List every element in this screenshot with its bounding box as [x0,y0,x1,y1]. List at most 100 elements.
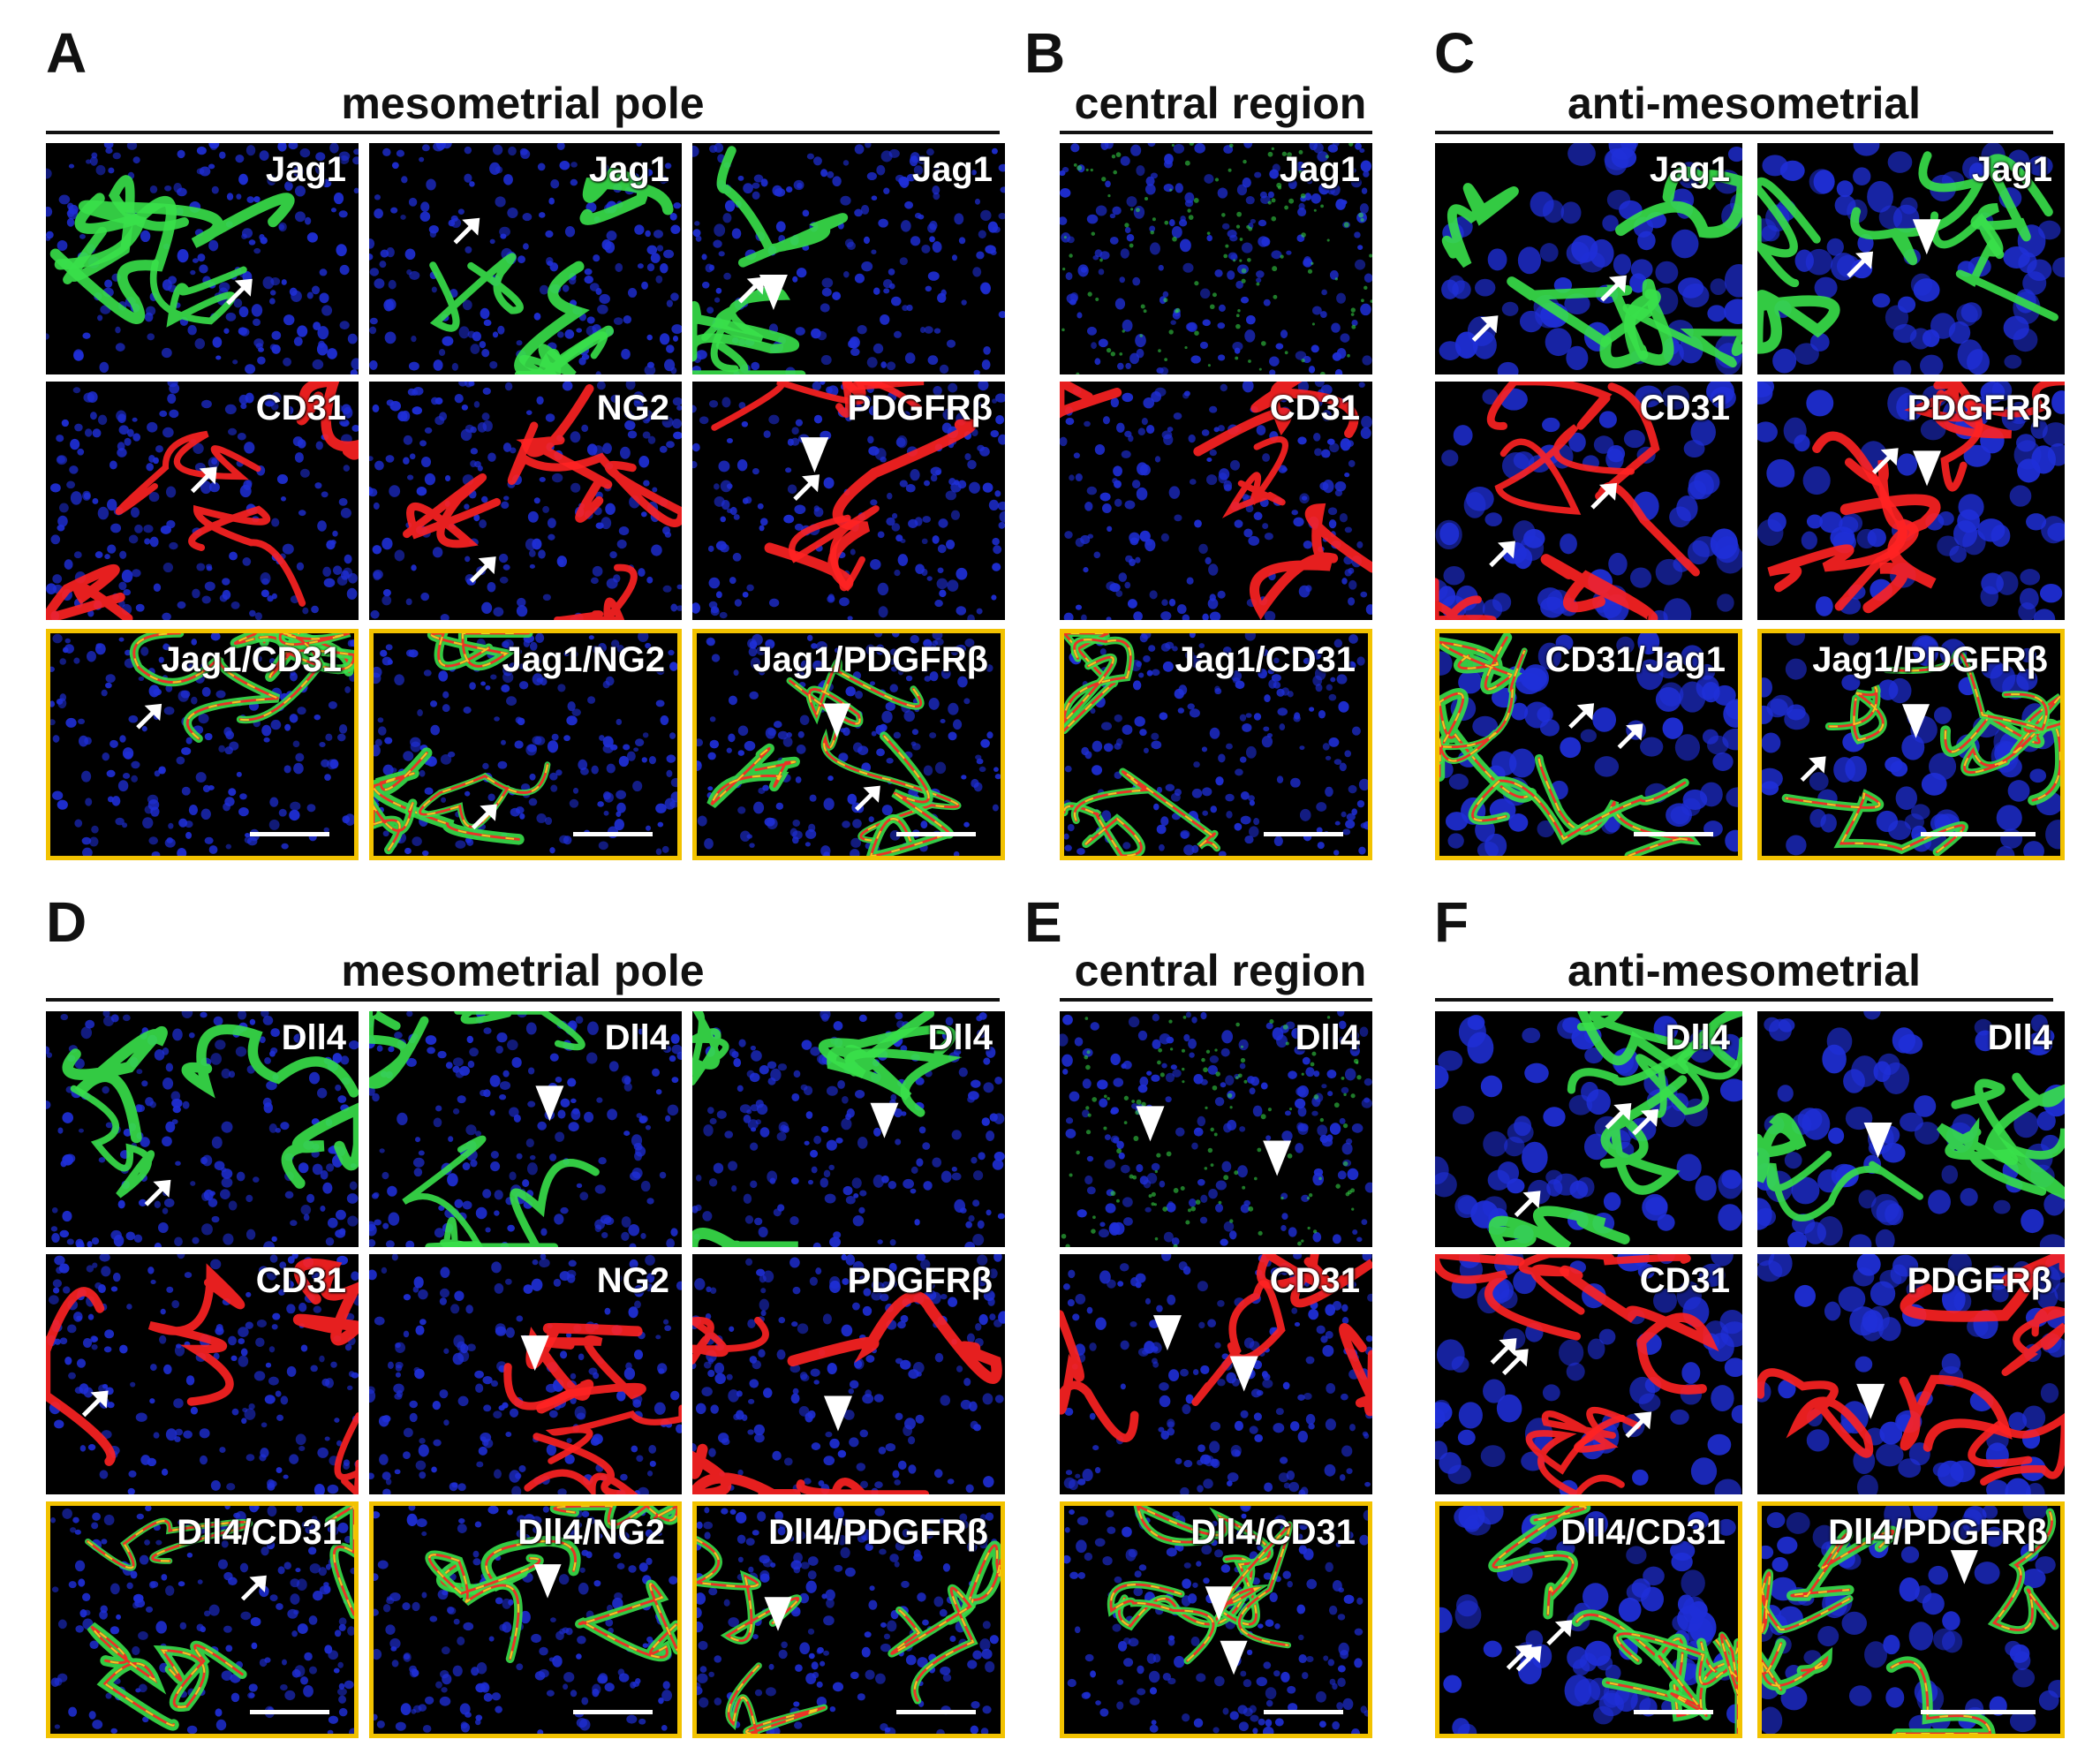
fluorescence-image [692,382,1005,620]
arrowhead-marker [800,437,829,473]
scale-bar [896,832,976,836]
arrow-marker [453,217,480,245]
micrograph-tile: Dll4 [1435,1011,1742,1247]
arrow-marker [136,703,162,730]
stain-label: CD31/Jag1 [1545,640,1726,679]
arrowhead-marker [533,1564,562,1599]
arrow-marker [1800,756,1826,783]
fluorescence-image [369,1254,682,1494]
fluorescence-image [46,1254,359,1494]
fluorescence-image [1757,1011,2065,1247]
fluorescence-image [374,1506,677,1734]
stain-label: NG2 [596,389,669,427]
arrow-marker [226,278,253,306]
arrowhead-marker [1950,1550,1978,1584]
stain-label: Jag1 [1279,150,1360,189]
panel-letter-c: C [1434,21,1476,85]
fluorescence-image [46,1011,359,1247]
scale-bar [573,1710,653,1714]
divider-f [1435,998,2053,1002]
micrograph-tile: Jag1 [692,143,1005,374]
stain-label: Dll4 [927,1018,993,1057]
stain-label: CD31 [255,389,346,427]
arrowhead-marker [1913,450,1942,487]
micrograph-tile: Jag1 [1435,143,1742,374]
micrograph-tile: Dll4 [46,1011,359,1247]
micrograph-tile: PDGFRβ [1757,382,2065,620]
arrow-marker [1632,1108,1658,1136]
arrowhead-marker [1901,704,1930,738]
micrograph-tile: CD31 [46,382,359,620]
arrow-marker [1847,251,1874,278]
arrowhead-marker [1205,1586,1233,1621]
arrowhead-marker [823,703,851,738]
scale-bar [573,832,653,836]
fluorescence-image [692,1254,1005,1494]
fluorescence-image [46,143,359,374]
divider-d [46,998,1000,1002]
stain-label: Jag1/PDGFRβ [1812,640,2048,679]
fluorescence-image [697,1506,1001,1734]
micrograph-tile: PDGFRβ [692,1254,1005,1494]
panel-letter-e: E [1024,890,1062,954]
fluorescence-image [1435,1254,1742,1494]
micrograph-tile: Dll4 [369,1011,682,1247]
fluorescence-image [1439,143,1742,374]
arrowhead-marker [1220,1640,1248,1675]
micrograph-tile: Jag1/PDGFRβ [692,629,1005,860]
arrow-marker [1871,448,1899,474]
arrow-marker [1568,703,1595,729]
fluorescence-image [692,1011,1005,1247]
stain-label: PDGFRβ [1907,1261,2052,1300]
arrowhead-marker [535,1085,564,1122]
arrow-marker [1471,315,1499,343]
arrow-marker [1600,275,1627,302]
arrowhead-marker [1856,1383,1885,1419]
divider-e [1060,998,1372,1002]
stain-label: PDGFRβ [847,389,993,427]
arrow-marker [1546,1620,1573,1645]
stain-label: CD31 [1269,389,1360,427]
micrograph-tile: Dll4 [1060,1011,1372,1247]
stain-label: Dll4/NG2 [517,1513,665,1552]
micrograph-tile: CD31 [1435,1254,1742,1494]
arrow-marker [737,276,765,304]
micrograph-tile: NG2 [369,382,682,620]
section-title-b: central region [1074,79,1367,128]
micrograph-tile: Dll4/NG2 [369,1501,682,1738]
panel-letter-a: A [46,21,87,85]
arrow-marker [1617,723,1643,749]
fluorescence-image [1060,1254,1372,1494]
stain-label: Dll4 [281,1018,346,1057]
micrograph-tile: Jag1/PDGFRβ [1757,629,2065,860]
micrograph-tile: CD31 [1060,1254,1372,1494]
micrograph-tile: Dll4/PDGFRβ [1757,1501,2065,1738]
micrograph-tile: Jag1/CD31 [1060,629,1372,860]
micrograph-tile: Jag1/CD31 [46,629,359,860]
arrow-marker [144,1179,171,1206]
micrograph-tile: PDGFRβ [1757,1254,2065,1494]
arrow-marker [471,804,497,830]
scale-bar [1264,832,1343,836]
fluorescence-image [1060,143,1372,374]
scale-bar [250,832,329,836]
panel-letter-f: F [1434,890,1469,954]
micrograph-tile: Dll4/PDGFRβ [692,1501,1005,1738]
arrowhead-marker [1152,1315,1182,1351]
scale-bar [250,1710,329,1714]
scale-bar [1634,1710,1713,1714]
arrow-marker [1501,1349,1529,1376]
stain-label: Jag1/CD31 [161,640,342,679]
fluorescence-image [1439,633,1738,856]
fluorescence-image [369,1011,682,1247]
fluorescence-image [369,143,682,374]
micrograph-tile: Dll4 [1757,1011,2065,1247]
stain-label: Dll4/CD31 [1190,1513,1356,1552]
section-title-d: mesometrial pole [341,946,705,995]
panel-letter-b: B [1024,21,1066,85]
micrograph-tile: Jag1 [369,143,682,374]
divider-c [1435,131,2053,134]
stain-label: CD31 [1639,1261,1730,1300]
micrograph-tile: CD31 [1435,382,1742,620]
stain-label: Jag1 [911,150,993,189]
